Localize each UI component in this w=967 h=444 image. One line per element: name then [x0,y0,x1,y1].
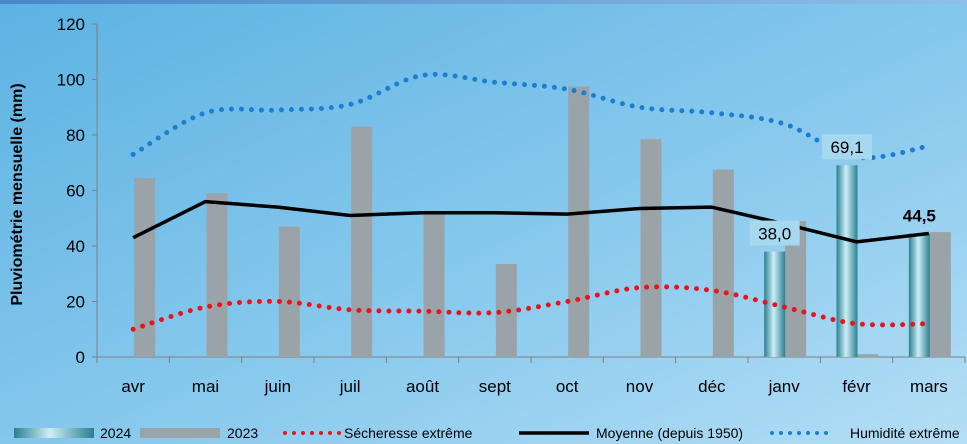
x-tick-label: janv [768,377,801,396]
bar-2023 [712,169,734,357]
axes-group: 0 20 40 60 80 100 120 avr mai juin juil août sept oct… [9,15,966,396]
legend-label: 2024 [100,425,131,441]
x-tick-label: oct [556,377,579,396]
x-tick-label: févr [842,377,871,396]
x-tick-label: mars [910,377,948,396]
bar-2023 [351,126,373,357]
data-label-box [822,134,872,160]
data-label: 44,5 [903,207,936,226]
data-label: 69,1 [830,138,863,157]
legend-swatch-2024 [14,428,94,438]
bar-2023 [929,232,951,357]
legend-label: Sécheresse extrême [344,425,473,441]
y-axis-title: Pluviométrie mensuelle (mm) [9,83,26,305]
legend-swatch-2023 [140,428,220,438]
bars-2024-group [764,165,930,357]
y-tick-label: 80 [66,126,85,145]
x-tick-label: déc [698,377,726,396]
y-tick-label: 60 [66,182,85,201]
x-tick-label: sept [479,377,511,396]
x-tick-label: avr [121,377,145,396]
bar-2023 [568,86,590,357]
labels-group: 38,0 69,1 44,5 [749,134,936,246]
y-tick-label: 0 [76,348,85,367]
x-tick-label: août [406,377,439,396]
data-label: 38,0 [758,225,791,244]
y-tick-label: 120 [57,15,85,34]
legend-label: 2023 [227,425,258,441]
x-tick-label: juin [264,377,291,396]
bar-2023 [640,139,662,357]
x-tick-label: juil [339,377,361,396]
bar-2023 [495,264,517,357]
bar-2023 [278,226,300,357]
legend-label: Humidité extrême [850,425,960,441]
top-strip [0,0,967,4]
x-tick-label: mai [192,377,219,396]
bars-2023-group [134,86,951,357]
bar-2024 [836,165,858,357]
y-tick-label: 20 [66,293,85,312]
bar-2023 [857,354,879,357]
bar-2024 [908,233,930,357]
y-tick-label: 40 [66,237,85,256]
data-label-box [749,220,800,246]
bar-2023 [206,193,228,357]
bar-2023 [785,221,807,357]
x-tick-label: nov [626,377,654,396]
legend-group: 2024 2023 Sécheresse extrême Moyenne (depui… [14,425,960,441]
bar-2023 [134,178,156,357]
legend-label: Moyenne (depuis 1950) [596,425,743,441]
line-secheresse-extreme [130,284,932,332]
y-tick-label: 100 [57,71,85,90]
bar-2023 [423,212,445,357]
